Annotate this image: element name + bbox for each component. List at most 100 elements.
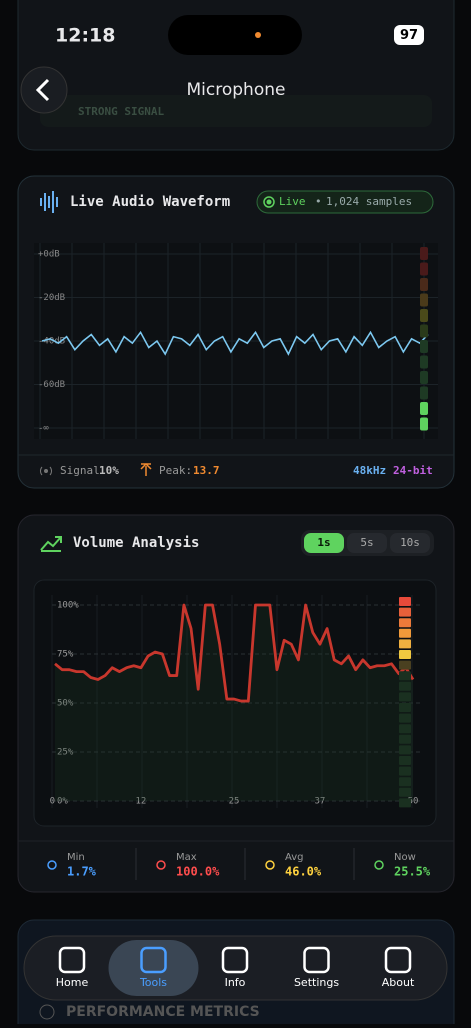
samples: 1,024 samples — [326, 195, 412, 208]
nav-active — [108, 940, 199, 996]
y-tick-label: +0dB — [38, 250, 60, 260]
live-badge — [256, 190, 434, 214]
waveform-title: Live Audio Waveform — [70, 194, 230, 210]
meter-segment — [420, 355, 428, 369]
back-icon — [35, 78, 50, 102]
x-tick-label: 25 — [229, 797, 240, 807]
stat-icon — [47, 860, 57, 870]
x-tick-label: 50 — [408, 797, 419, 807]
nav-icon[interactable] — [384, 946, 412, 974]
range-tab[interactable] — [347, 533, 387, 553]
meter-segment — [399, 660, 411, 670]
meter-segment — [420, 371, 428, 384]
volume-line — [54, 603, 415, 703]
signal-value: 10% — [99, 464, 119, 477]
volume-title: Volume Analysis — [73, 535, 199, 551]
back-button[interactable] — [20, 66, 68, 114]
sample-rate: 48kHz — [353, 464, 386, 477]
meter-segment — [399, 597, 411, 606]
meter-segment — [399, 745, 411, 755]
meter-segment — [420, 247, 428, 260]
meter-segment — [420, 402, 428, 415]
y-tick-label: 25% — [57, 748, 74, 758]
signal-text: STRONG SIGNAL — [78, 105, 164, 118]
stat-label: Now — [394, 852, 416, 863]
range-tab[interactable] — [304, 533, 344, 553]
nav-icon[interactable] — [58, 946, 86, 974]
range-tab-label: 10s — [400, 536, 420, 549]
time: 12:18 — [55, 25, 115, 47]
y-tick-label: -20dB — [38, 293, 65, 303]
x-tick-label: 37 — [314, 797, 325, 807]
tab-bar-nav — [23, 935, 448, 1001]
meter-segment — [420, 417, 428, 431]
signal-pill — [40, 95, 432, 127]
meter-segment — [399, 681, 411, 691]
live-dot — [266, 199, 272, 205]
meter-segment — [420, 340, 428, 353]
nav-icon[interactable] — [221, 946, 249, 974]
meter-segment — [420, 293, 428, 307]
y-tick-label: 0% — [57, 797, 68, 807]
nav-icon[interactable] — [303, 946, 330, 974]
nav-label[interactable]: Tools — [139, 976, 167, 989]
metrics-title: PERFORMANCE METRICS — [66, 1004, 260, 1020]
meter-segment — [420, 262, 428, 276]
meter-segment — [399, 692, 411, 702]
meter-segment — [399, 777, 411, 787]
meter-segment — [399, 798, 411, 808]
volume-area — [55, 605, 413, 801]
y-tick-label: -∞ — [38, 424, 49, 434]
stat-label: Max — [176, 852, 197, 863]
meter-segment — [399, 756, 411, 765]
meter-segment — [399, 766, 411, 776]
meter-segment — [399, 724, 411, 734]
meter-segment — [420, 309, 428, 322]
meter-segment — [399, 607, 411, 617]
nav-label[interactable]: Home — [56, 976, 89, 989]
y-tick-label: 50% — [57, 699, 74, 709]
nav-label[interactable]: Info — [225, 976, 246, 989]
stat-value: 100.0% — [176, 865, 220, 879]
peak-icon — [140, 462, 152, 476]
metrics-icon — [39, 1004, 55, 1020]
battery-level: 97 — [400, 28, 418, 43]
live-ring — [263, 196, 275, 208]
stat-label: Avg — [285, 852, 304, 863]
nav-icon[interactable] — [140, 946, 167, 974]
meter-segment — [399, 650, 411, 659]
meter-segment — [420, 386, 428, 400]
y-tick-label: 75% — [57, 650, 74, 660]
range-tab-label: 5s — [360, 536, 373, 549]
range-tab-label: 1s — [317, 536, 330, 549]
y-tick-label: -60dB — [38, 380, 65, 390]
bit-depth: 24-bit — [393, 464, 433, 477]
meter-segment — [399, 703, 411, 712]
x-tick-label: 12 — [135, 797, 146, 807]
stat-icon — [265, 860, 275, 870]
x-tick-label: 0 — [50, 797, 55, 807]
waveform-line — [41, 330, 429, 356]
meter-segment — [420, 324, 428, 338]
stat-value: 1.7% — [67, 865, 97, 879]
stat-label: Min — [67, 852, 85, 863]
meter-segment — [399, 713, 411, 723]
island — [168, 15, 302, 55]
stat-value: 46.0% — [285, 865, 322, 879]
stat-icon — [374, 860, 384, 870]
y-tick-label: 100% — [57, 601, 79, 611]
chart-icon — [40, 536, 62, 552]
mic-dot — [255, 32, 261, 38]
meter-segment — [399, 628, 411, 638]
peak-label: Peak: — [159, 464, 192, 477]
stat-value: 25.5% — [394, 865, 431, 879]
nav-label[interactable]: Settings — [294, 976, 339, 989]
live-text: Live — [279, 195, 306, 208]
nav-label[interactable]: About — [382, 976, 415, 989]
signal-icon — [40, 466, 52, 476]
range-tab[interactable] — [390, 533, 430, 553]
meter-segment — [420, 278, 428, 291]
stat-icon — [156, 860, 166, 870]
